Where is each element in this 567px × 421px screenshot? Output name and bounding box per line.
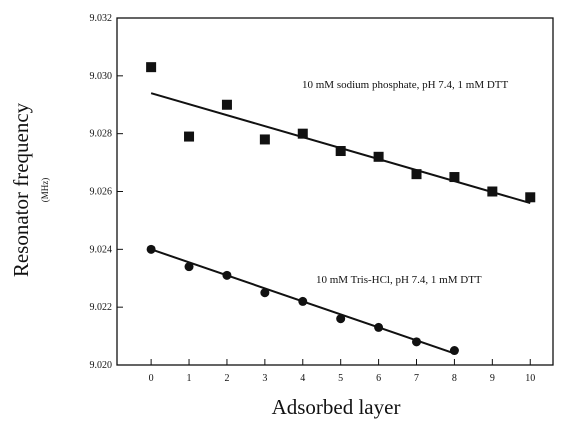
x-tick-label: 10: [525, 373, 535, 384]
series-2-annotation: 10 mM Tris-HCl, pH 7.4, 1 mM DTT: [316, 274, 482, 286]
circle-marker: [450, 346, 459, 355]
y-tick-label: 9.022: [90, 302, 113, 313]
y-tick-label: 9.026: [90, 187, 113, 198]
square-marker: [184, 132, 194, 142]
square-marker: [336, 146, 346, 156]
x-axis-label: Adsorbed layer: [272, 395, 401, 419]
square-marker: [449, 172, 459, 182]
x-tick-label: 0: [149, 373, 154, 384]
circle-marker: [412, 337, 421, 346]
square-marker: [260, 134, 270, 144]
axis-ticks: 0 1 2 3 4 5 6 7 8 9 10 9.020 9.022 9.024 9.026 9.028 9.0…: [90, 13, 536, 384]
y-tick-label: 9.020: [90, 360, 113, 371]
y-axis-unit: (MHz): [40, 178, 50, 203]
x-tick-label: 6: [376, 373, 381, 384]
square-marker: [222, 100, 232, 110]
circle-marker: [298, 297, 307, 306]
square-marker: [374, 152, 384, 162]
square-marker: [298, 129, 308, 139]
square-marker: [525, 192, 535, 202]
y-tick-label: 9.030: [90, 71, 113, 82]
series-1-annotation: 10 mM sodium phosphate, pH 7.4, 1 mM DTT: [302, 79, 509, 91]
circle-marker: [185, 262, 194, 271]
square-marker: [487, 187, 497, 197]
y-tick-label: 9.028: [90, 129, 113, 140]
circle-marker: [336, 314, 345, 323]
circle-marker: [147, 245, 156, 254]
square-marker: [146, 62, 156, 72]
circle-marker: [222, 271, 231, 280]
x-tick-label: 4: [300, 373, 305, 384]
y-tick-label: 9.032: [90, 13, 113, 24]
circle-marker: [260, 288, 269, 297]
circle-marker: [374, 323, 383, 332]
data-points: [146, 62, 535, 355]
x-tick-label: 7: [414, 373, 419, 384]
x-tick-label: 5: [338, 373, 343, 384]
square-marker: [412, 169, 422, 179]
x-tick-label: 8: [452, 373, 457, 384]
x-tick-label: 9: [490, 373, 495, 384]
y-axis-label: Resonator frequency: [9, 102, 33, 277]
x-tick-label: 3: [262, 373, 267, 384]
x-tick-label: 2: [224, 373, 229, 384]
y-tick-label: 9.024: [90, 244, 113, 255]
x-tick-label: 1: [187, 373, 192, 384]
